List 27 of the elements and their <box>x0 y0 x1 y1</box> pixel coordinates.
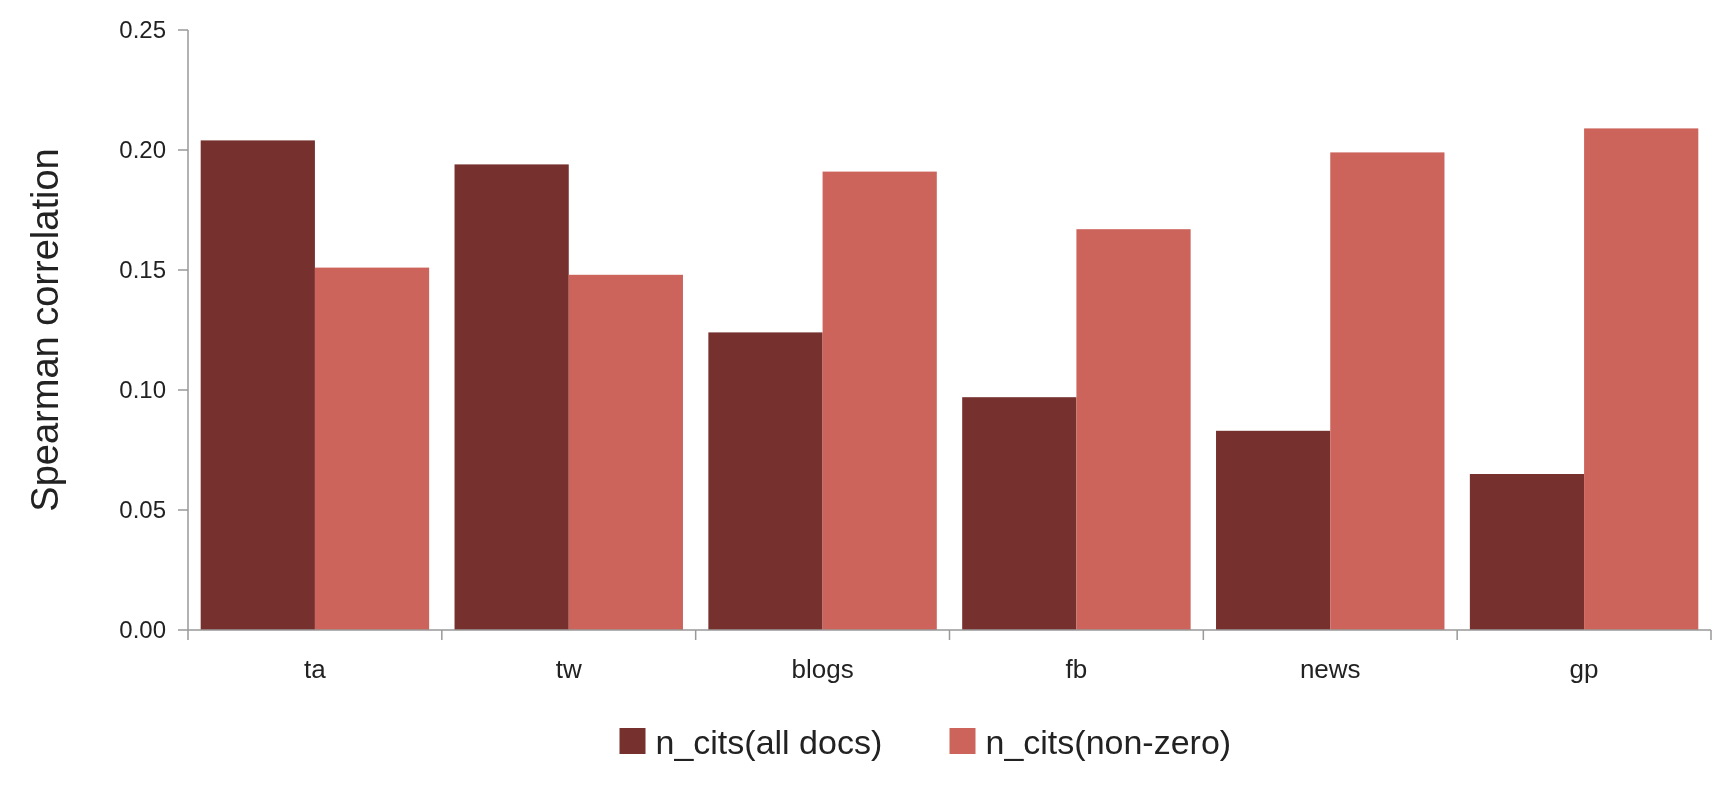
x-tick-label: blogs <box>791 654 854 684</box>
x-tick-label: ta <box>304 654 327 684</box>
bar <box>1076 229 1191 630</box>
bar <box>314 267 430 630</box>
bar <box>962 397 1077 630</box>
y-tick-label: 0.25 <box>119 16 166 44</box>
bar <box>822 171 937 630</box>
bar <box>708 332 823 630</box>
y-tick-label: 0.05 <box>119 496 166 524</box>
x-tick-label: gp <box>1569 654 1599 684</box>
y-axis-title: Spearman correlation <box>24 148 66 512</box>
legend-label: n_cits(non-zero) <box>985 722 1232 761</box>
bar <box>1216 430 1331 630</box>
bar <box>454 164 569 630</box>
bar <box>1330 152 1445 630</box>
bar <box>1469 474 1585 630</box>
x-tick-label: news <box>1299 654 1361 684</box>
x-tick-label: fb <box>1065 654 1088 684</box>
y-tick-label: 0.15 <box>119 256 166 284</box>
x-tick-label: tw <box>555 654 582 684</box>
y-tick-label: 0.00 <box>119 616 166 644</box>
y-tick-label: 0.10 <box>119 376 166 404</box>
bar <box>1584 128 1699 630</box>
bar <box>200 140 315 630</box>
bar <box>568 274 683 630</box>
legend-label: n_cits(all docs) <box>655 722 883 761</box>
y-tick-label: 0.20 <box>119 136 166 164</box>
